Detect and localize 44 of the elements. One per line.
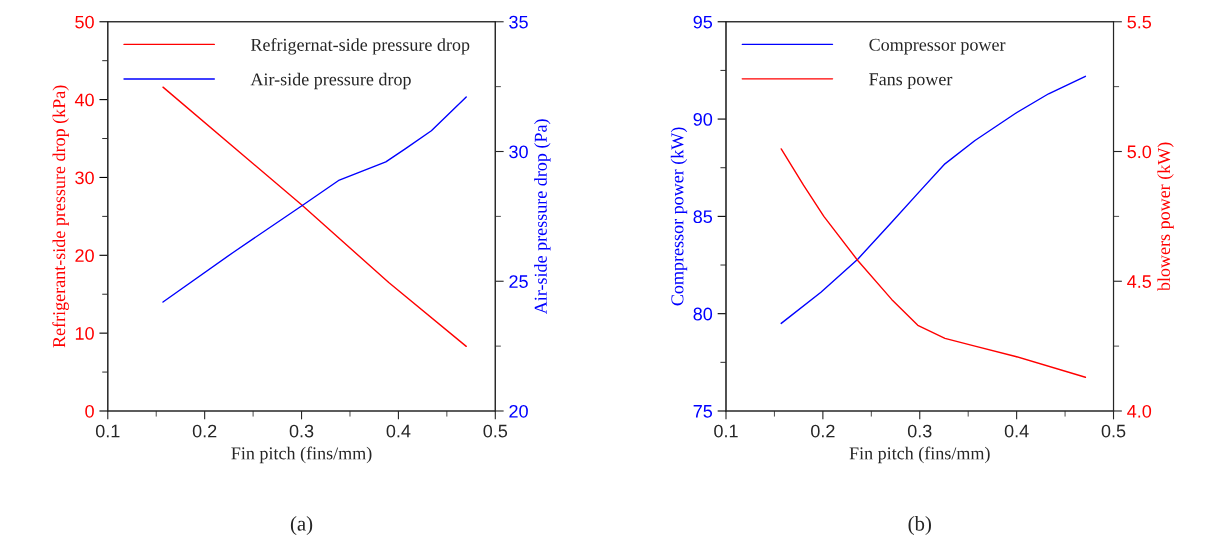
y-tick-label: 40: [74, 93, 94, 107]
y2-tick-label: 4.0: [1127, 404, 1152, 418]
x-axis-title: Fin pitch (fins/mm): [231, 446, 372, 464]
y-tick-label: 0: [85, 404, 94, 418]
y2-tick-label: 30: [509, 145, 528, 159]
y-tick-label: 30: [75, 171, 94, 185]
legend-label: Air-side pressure drop: [250, 72, 411, 90]
line-series: [780, 148, 1087, 378]
x-tick-label: 0.5: [483, 424, 508, 438]
legend-label: Fans power: [869, 73, 953, 90]
y-tick-label: 10: [75, 327, 94, 340]
y-tick-label: 85: [693, 210, 713, 224]
legend-label: Refrigernat-side pressure drop: [250, 38, 470, 55]
x-tick-label: 0.1: [95, 424, 120, 438]
line-series: [162, 96, 467, 303]
y2-tick-label: 4.5: [1127, 275, 1152, 288]
y-axis-title: Refrigerant-side pressure drop (kPa): [52, 85, 69, 348]
y-tick-label: 90: [693, 113, 713, 126]
y2-tick-label: 5.5: [1127, 15, 1152, 29]
y-tick-label: 50: [75, 15, 94, 29]
x-axis-title: Fin pitch (fins/mm): [849, 446, 990, 464]
x-tick-label: 0.2: [811, 424, 835, 438]
y-tick-label: 95: [693, 15, 713, 29]
text: (a): [290, 516, 313, 535]
y2-axis-title: Air-side pressure drop (Pa): [534, 119, 551, 315]
line-series: [780, 75, 1087, 325]
x-tick-label: 0.5: [1101, 424, 1126, 438]
x-tick-label: 0.4: [386, 424, 411, 438]
y-tick-label: 80: [693, 307, 713, 321]
x-tick-label: 0.1: [714, 424, 738, 438]
y2-tick-label: 5.0: [1127, 145, 1152, 159]
y-tick-label: 20: [75, 249, 94, 263]
y2-tick-label: 35: [509, 15, 528, 29]
y2-tick-label: 20: [509, 404, 528, 418]
legend-label: Compressor power: [869, 38, 1006, 55]
x-tick-label: 0.3: [289, 424, 314, 438]
y2-tick-label: 25: [509, 275, 528, 288]
y2-axis-title: blowers power (kW): [1157, 142, 1174, 292]
x-tick-label: 0.4: [1004, 424, 1029, 438]
text: (b): [908, 516, 931, 535]
x-tick-label: 0.3: [907, 424, 932, 438]
x-tick-label: 0.2: [192, 424, 217, 438]
y-tick-label: 75: [693, 405, 713, 418]
y-axis-title: Compressor power (kW): [670, 127, 688, 306]
